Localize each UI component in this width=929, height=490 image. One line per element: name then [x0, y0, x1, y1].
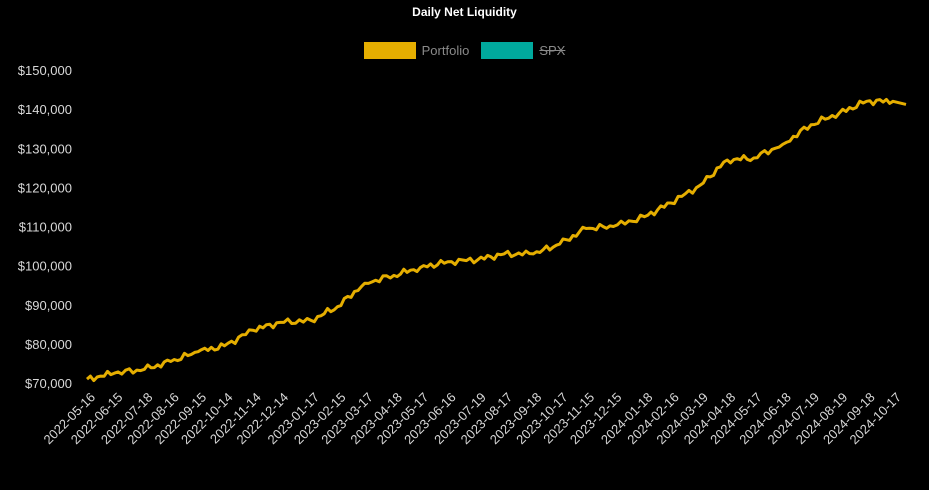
legend-label-spx: SPX: [539, 43, 566, 58]
series-line-portfolio: [86, 97, 907, 383]
y-tick-label: $150,000: [18, 63, 72, 78]
legend: Portfolio SPX: [0, 42, 929, 59]
legend-item-portfolio[interactable]: Portfolio: [363, 42, 470, 59]
y-tick-label: $100,000: [18, 259, 72, 274]
y-tick-label: $130,000: [18, 141, 72, 156]
y-tick-label: $120,000: [18, 180, 72, 195]
y-tick-label: $90,000: [25, 298, 72, 313]
legend-swatch-spx: [481, 42, 534, 59]
legend-swatch-portfolio: [363, 42, 416, 59]
y-tick-label: $80,000: [25, 337, 72, 352]
legend-item-spx[interactable]: SPX: [481, 42, 565, 59]
chart-title: Daily Net Liquidity: [412, 5, 517, 19]
y-tick-label: $110,000: [19, 220, 72, 235]
y-tick-label: $70,000: [25, 376, 72, 391]
legend-label-portfolio: Portfolio: [421, 43, 470, 58]
y-tick-label: $140,000: [18, 102, 72, 117]
